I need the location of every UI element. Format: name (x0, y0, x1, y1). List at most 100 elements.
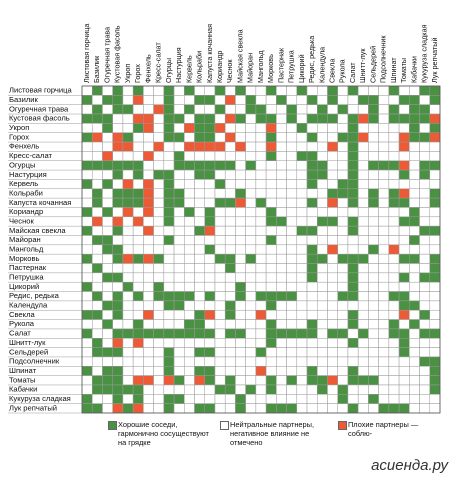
cell (224, 356, 236, 367)
cell (112, 207, 124, 218)
cell (122, 338, 134, 348)
cell (265, 375, 277, 386)
cell (163, 104, 175, 115)
cell (276, 338, 287, 348)
cell (163, 272, 175, 283)
cell (286, 225, 298, 236)
cell (388, 291, 400, 302)
cell (419, 169, 431, 180)
cell (398, 328, 410, 339)
cell (255, 356, 267, 367)
cell (265, 132, 277, 143)
cell (204, 123, 216, 133)
cell (194, 132, 205, 143)
cell (306, 151, 318, 161)
cell (122, 300, 134, 311)
cell (306, 197, 318, 208)
cell (429, 319, 441, 330)
cell (81, 244, 93, 255)
cell (91, 197, 103, 208)
cell (173, 319, 185, 330)
cell (265, 263, 277, 274)
legend-label: Плохие партнеры — соблю- (348, 420, 419, 438)
cell (81, 85, 93, 96)
cell (184, 281, 195, 292)
cell (184, 356, 195, 367)
row-header: Шнитт-лук (9, 338, 46, 347)
cell (398, 338, 410, 348)
cell (173, 197, 185, 208)
cell (153, 113, 165, 124)
cell (173, 356, 185, 367)
cell (337, 375, 349, 386)
cell (224, 179, 236, 190)
cell (286, 179, 298, 190)
cell (347, 169, 359, 180)
cell (143, 272, 154, 283)
cell (153, 338, 165, 348)
cell (235, 347, 246, 358)
cell (173, 347, 185, 358)
cell (194, 394, 205, 404)
cell (378, 141, 390, 152)
cell (388, 95, 400, 105)
cell (337, 123, 349, 133)
cell (296, 319, 308, 330)
cell (378, 403, 390, 414)
cell (265, 235, 277, 246)
cell (419, 123, 431, 133)
cell (143, 160, 154, 171)
cell (276, 263, 287, 274)
cell (409, 244, 420, 255)
cell (194, 179, 205, 190)
cell (91, 366, 103, 376)
cell (265, 347, 277, 358)
cell (327, 95, 338, 105)
cell (347, 300, 359, 311)
cell (306, 113, 318, 124)
cell (409, 394, 420, 404)
cell (214, 403, 226, 414)
cell (317, 188, 328, 199)
cell (398, 291, 410, 302)
cell (143, 366, 154, 376)
cell (378, 235, 390, 246)
column-header: Чеснок (225, 59, 234, 83)
cell (276, 366, 287, 376)
cell (235, 272, 246, 283)
cell (429, 95, 441, 105)
cell (398, 179, 410, 190)
cell (173, 151, 185, 161)
cell (153, 225, 165, 236)
cell (235, 244, 246, 255)
cell (265, 319, 277, 330)
cell (347, 291, 359, 302)
cell (378, 113, 390, 124)
cell (153, 188, 165, 199)
row-header: Редис, редька (9, 291, 60, 300)
cell (163, 132, 175, 143)
cell (276, 309, 287, 320)
cell (112, 328, 124, 339)
cell (276, 104, 287, 115)
cell (204, 272, 216, 283)
cell (357, 328, 369, 339)
cell (102, 132, 113, 143)
cell (204, 253, 216, 264)
cell (81, 95, 93, 105)
cell (409, 403, 420, 414)
cell (347, 113, 359, 124)
cell (378, 319, 390, 330)
cell (194, 384, 205, 395)
cell (276, 347, 287, 358)
cell (286, 151, 298, 161)
cell (163, 151, 175, 161)
cell (337, 141, 349, 152)
cell (296, 375, 308, 386)
cell (347, 141, 359, 152)
cell (173, 366, 185, 376)
cell (429, 394, 441, 404)
cell (255, 403, 267, 414)
cell (143, 328, 154, 339)
cell (327, 216, 338, 227)
